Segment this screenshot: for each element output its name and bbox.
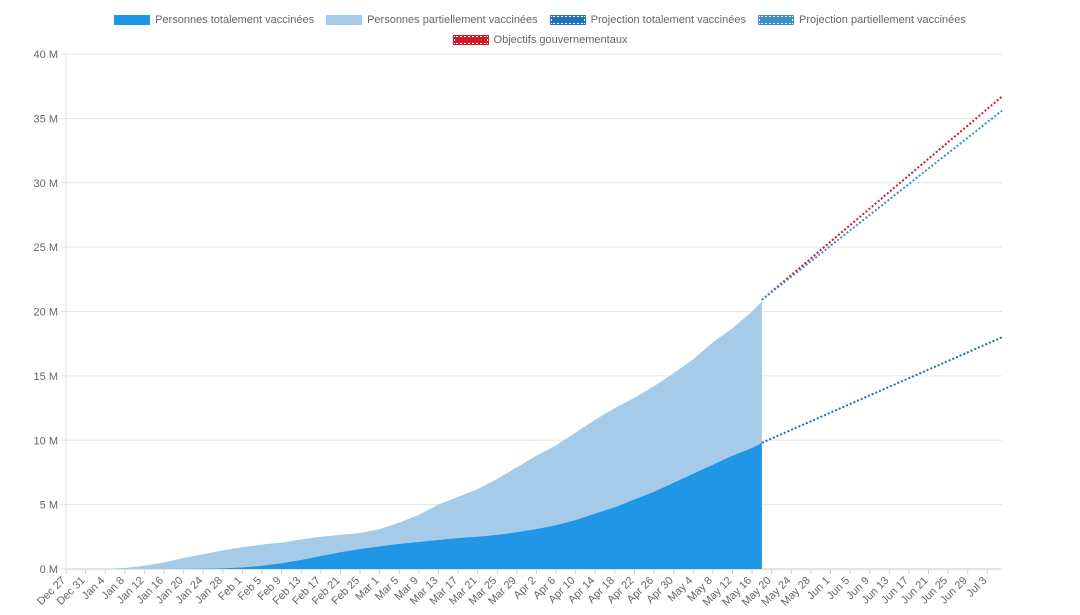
legend-label: Personnes totalement vaccinées bbox=[155, 14, 315, 26]
area-personnes-totalement-vaccinees bbox=[66, 442, 762, 569]
line-projection-totalement-vaccinees bbox=[761, 336, 1003, 444]
x-tick-label: Jul 3 bbox=[964, 575, 989, 600]
legend-swatch bbox=[326, 15, 363, 25]
line-objectifs-gouvernementaux bbox=[761, 95, 1003, 301]
y-tick-label: 0 M bbox=[40, 564, 58, 576]
y-tick-label: 5 M bbox=[40, 500, 58, 512]
legend-item[interactable]: Projection totalement vaccinées bbox=[549, 14, 746, 26]
y-tick-label: 35 M bbox=[34, 113, 58, 125]
series-layer bbox=[66, 95, 1003, 569]
legend-swatch bbox=[114, 15, 151, 25]
y-tick-label: 20 M bbox=[34, 307, 58, 319]
legend-swatch bbox=[452, 35, 489, 45]
legend-item[interactable]: Objectifs gouvernementaux bbox=[452, 34, 628, 46]
legend-label: Projection partiellement vaccinées bbox=[798, 14, 966, 26]
line-projection-partiellement-vaccinees bbox=[761, 109, 1003, 301]
legend-item[interactable]: Personnes partiellement vaccinées bbox=[326, 14, 538, 26]
legend-item[interactable]: Personnes totalement vaccinées bbox=[114, 14, 314, 26]
chart-legend: Personnes totalement vaccinées Personnes … bbox=[0, 10, 1080, 50]
y-tick-label: 30 M bbox=[34, 178, 58, 190]
y-tick-label: 10 M bbox=[34, 435, 58, 447]
legend-swatch bbox=[549, 15, 586, 25]
y-tick-label: 25 M bbox=[34, 242, 58, 254]
legend-swatch bbox=[757, 15, 794, 25]
legend-label: Personnes partiellement vaccinées bbox=[367, 14, 538, 26]
legend-row: Personnes totalement vaccinées Personnes … bbox=[0, 10, 1080, 30]
legend-item[interactable]: Projection partiellement vaccinées bbox=[757, 14, 966, 26]
legend-label: Objectifs gouvernementaux bbox=[493, 34, 628, 46]
y-tick-label: 15 M bbox=[34, 371, 58, 383]
legend-label: Projection totalement vaccinées bbox=[590, 14, 746, 26]
legend-row: Objectifs gouvernementaux bbox=[0, 30, 1080, 50]
area-personnes-partiellement-vaccinees bbox=[66, 301, 762, 569]
y-tick-label: 40 M bbox=[34, 49, 58, 61]
